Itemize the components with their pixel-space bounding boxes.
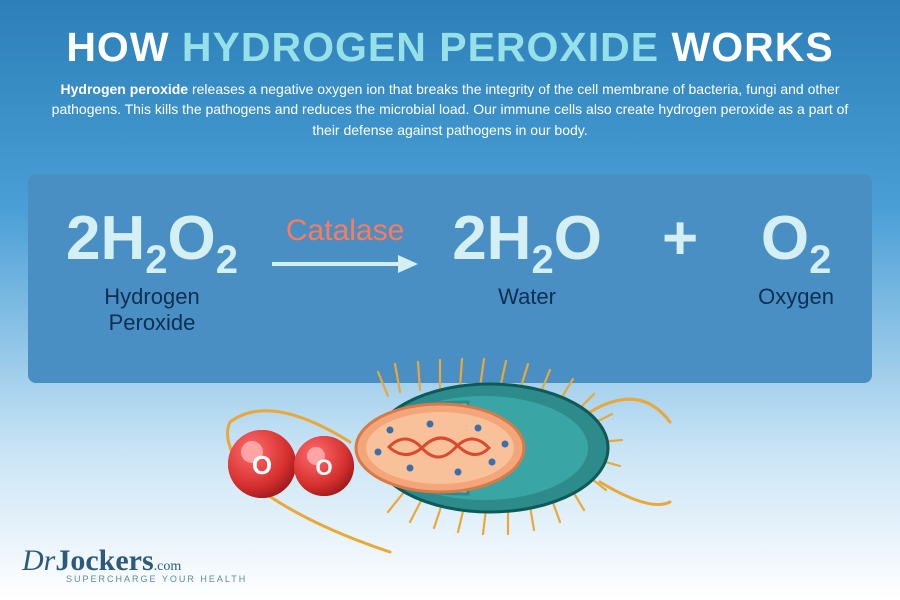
oxygen-label: Oxygen	[758, 284, 834, 310]
reactant-label: HydrogenPeroxide	[66, 284, 238, 337]
page-title: HOW HYDROGEN PEROXIDE WORKS	[40, 24, 860, 71]
title-pre: HOW	[66, 24, 182, 70]
plus-sign: +	[662, 208, 698, 270]
products-group: 2H2O Water + O2 Oxygen	[452, 208, 834, 310]
reaction-arrow: Catalase	[238, 214, 452, 276]
water-formula: 2H2O	[452, 208, 602, 270]
product-oxygen: O2 Oxygen	[758, 208, 834, 310]
title-highlight: HYDROGEN PEROXIDE	[182, 24, 659, 70]
logo-text: DrJockers.com	[22, 544, 247, 578]
oxygen-atom-2: O	[294, 436, 354, 496]
svg-text:O: O	[315, 455, 332, 480]
arrow-icon	[270, 252, 420, 276]
logo-tagline: SUPERCHARGE YOUR HEALTH	[66, 574, 247, 584]
description-text: Hydrogen peroxide releases a negative ox…	[40, 79, 860, 140]
title-post: WORKS	[659, 24, 834, 70]
svg-text:O: O	[252, 450, 272, 480]
catalyst-label: Catalase	[286, 214, 404, 248]
reactant-formula: 2H2O2	[66, 208, 238, 270]
reactant-term: 2H2O2 HydrogenPeroxide	[66, 208, 238, 337]
water-label: Water	[452, 284, 602, 310]
oxygen-atom-1: O	[228, 430, 296, 498]
description-bold: Hydrogen peroxide	[61, 81, 189, 97]
oxygen-formula: O2	[758, 208, 834, 270]
product-water: 2H2O Water	[452, 208, 602, 310]
brand-logo: DrJockers.com SUPERCHARGE YOUR HEALTH	[22, 544, 247, 584]
bacterium-illustration: O O	[210, 352, 690, 562]
